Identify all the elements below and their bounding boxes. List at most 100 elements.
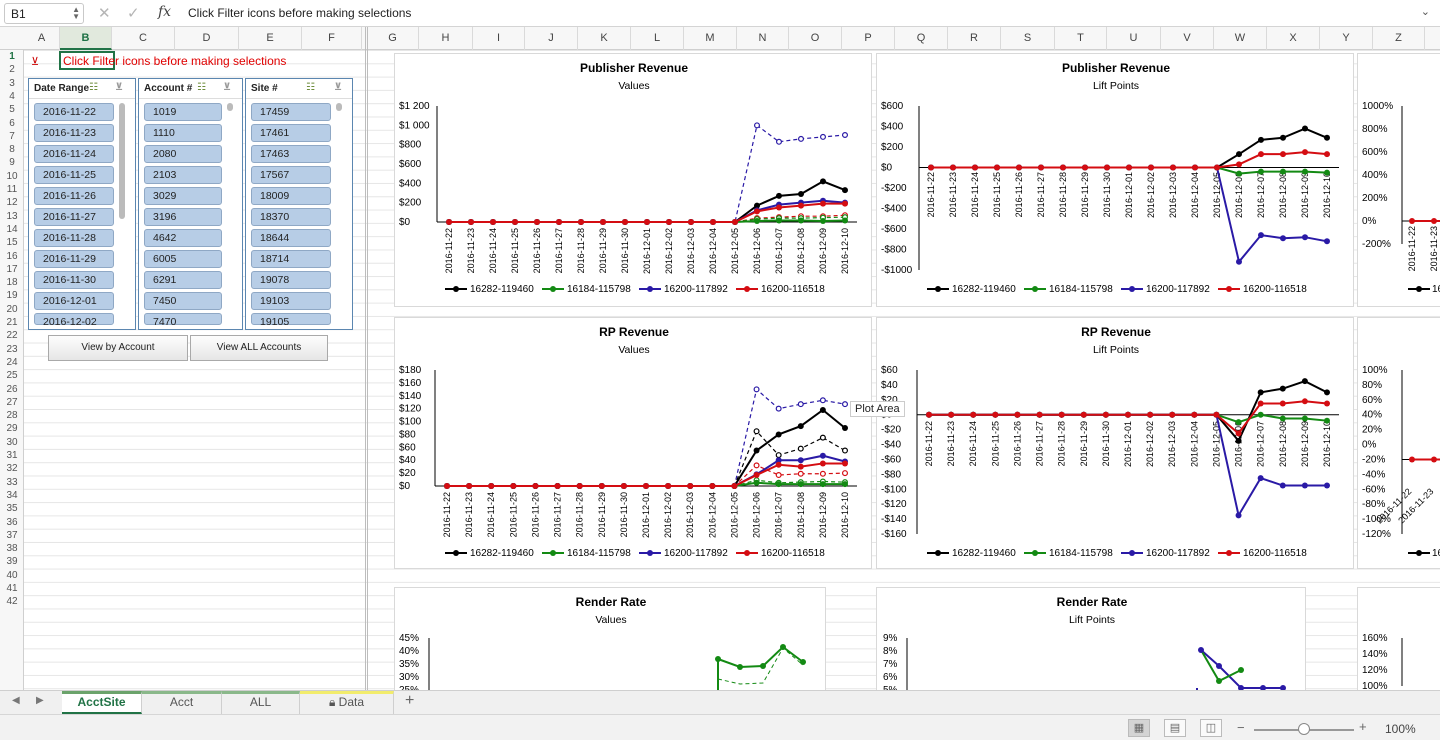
slicer-item[interactable]: 19103 [251, 292, 331, 310]
zoom-in-icon[interactable]: + [1359, 719, 1367, 734]
row-header-39[interactable]: 39 [6, 556, 18, 568]
slicer-item[interactable]: 2016-11-22 [34, 103, 114, 121]
add-sheet-icon[interactable]: + [405, 692, 415, 709]
row-header-7[interactable]: 7 [9, 130, 15, 142]
next-sheet-icon[interactable]: ▶ [36, 695, 44, 706]
clear-filter-icon[interactable]: ⊻ [223, 82, 232, 93]
row-header-20[interactable]: 20 [6, 303, 18, 315]
view-by-account-button[interactable]: View by Account [48, 335, 188, 361]
column-header-i[interactable]: I [473, 27, 525, 50]
column-header-b[interactable]: B [60, 27, 112, 50]
slicer-item[interactable]: 17567 [251, 166, 331, 184]
multi-select-icon[interactable]: ☷ [89, 82, 98, 93]
chart-partial-right-c[interactable]: 160% 140% 120% 100% [1357, 587, 1440, 690]
slicer-item[interactable]: 18009 [251, 187, 331, 205]
row-header-5[interactable]: 5 [9, 104, 15, 116]
account-slicer[interactable]: Account # ☷ ⊻ 1019 1110 2080 2103 3029 3196 4642 6… [138, 78, 243, 330]
slicer-item[interactable]: 6005 [144, 250, 222, 268]
slicer-scrollbar[interactable] [227, 103, 233, 111]
row-header-35[interactable]: 35 [6, 503, 18, 515]
slicer-item[interactable]: 19078 [251, 271, 331, 289]
slicer-item[interactable]: 3029 [144, 187, 222, 205]
chart-partial-right-b[interactable]: 100% 80% 60% 40% 20% 0% -20% -40% -60% -80% -100% -… [1357, 317, 1440, 569]
slicer-scrollbar[interactable] [119, 103, 125, 219]
page-break-view-icon[interactable]: ◫ [1200, 719, 1222, 737]
row-header-19[interactable]: 19 [6, 290, 18, 302]
row-header-32[interactable]: 32 [6, 463, 18, 475]
column-header-l[interactable]: L [631, 27, 684, 50]
slicer-item[interactable]: 7450 [144, 292, 222, 310]
slicer-item[interactable]: 19105 [251, 313, 331, 328]
slicer-item[interactable]: 17459 [251, 103, 331, 121]
column-header-w[interactable]: W [1214, 27, 1267, 50]
row-header-31[interactable]: 31 [6, 450, 18, 461]
chart-render-rate-values[interactable]: Render Rate Values 45% 40% 35% 30% 25% [394, 587, 826, 690]
row-header-30[interactable]: 30 [6, 436, 18, 448]
row-header-38[interactable]: 38 [6, 543, 18, 555]
name-box[interactable]: B1 ▲ ▼ [4, 3, 84, 24]
column-header-s[interactable]: S [1001, 27, 1055, 50]
row-header-34[interactable]: 34 [6, 489, 18, 501]
column-header-h[interactable]: H [419, 27, 473, 50]
row-header-21[interactable]: 21 [6, 317, 18, 328]
slicer-item[interactable]: 2080 [144, 145, 222, 163]
row-header-42[interactable]: 42 [6, 596, 18, 608]
slicer-item[interactable]: 2016-11-27 [34, 208, 114, 226]
row-header-22[interactable]: 22 [6, 330, 18, 342]
column-header-e[interactable]: E [239, 27, 302, 50]
row-header-37[interactable]: 37 [6, 529, 18, 541]
column-header-u[interactable]: U [1107, 27, 1161, 50]
row-header-36[interactable]: 36 [6, 516, 18, 528]
row-header-15[interactable]: 15 [6, 237, 18, 249]
row-header-12[interactable]: 12 [6, 197, 18, 209]
row-header-24[interactable]: 24 [6, 356, 18, 368]
row-header-14[interactable]: 14 [6, 223, 18, 235]
slicer-item[interactable]: 2103 [144, 166, 222, 184]
slicer-item[interactable]: 17461 [251, 124, 331, 142]
slicer-item[interactable]: 2016-11-25 [34, 166, 114, 184]
row-header-8[interactable]: 8 [9, 144, 15, 156]
row-header-1[interactable]: 1 [9, 51, 15, 62]
selected-cell-b1[interactable] [59, 51, 115, 70]
slicer-item[interactable]: 1110 [144, 124, 222, 142]
row-header-9[interactable]: 9 [9, 157, 15, 169]
tab-acctsite[interactable]: AcctSite [62, 691, 142, 714]
slicer-item[interactable]: 17463 [251, 145, 331, 163]
row-header-40[interactable]: 40 [6, 569, 18, 581]
slicer-item[interactable]: 2016-12-02 [34, 313, 114, 328]
column-header-g[interactable]: G [367, 27, 419, 50]
row-header-26[interactable]: 26 [6, 383, 18, 395]
slicer-item[interactable]: 4642 [144, 229, 222, 247]
column-header-q[interactable]: Q [895, 27, 948, 50]
slicer-item[interactable]: 2016-11-24 [34, 145, 114, 163]
chart-rp-revenue-values[interactable]: RP Revenue Values $180 $160 $140 $120 $100 $80 $… [394, 317, 872, 569]
column-header-n[interactable]: N [737, 27, 789, 50]
multi-select-icon[interactable]: ☷ [306, 82, 315, 93]
updown-icon[interactable]: ▲ ▼ [72, 5, 80, 21]
column-header-x[interactable]: X [1267, 27, 1320, 50]
slicer-item[interactable]: 2016-11-26 [34, 187, 114, 205]
row-header-10[interactable]: 10 [6, 170, 18, 182]
slicer-item[interactable]: 6291 [144, 271, 222, 289]
row-header-13[interactable]: 13 [6, 210, 18, 222]
clear-filter-icon[interactable]: ⊻ [334, 82, 343, 93]
column-header-k[interactable]: K [578, 27, 631, 50]
slicer-item[interactable]: 18370 [251, 208, 331, 226]
row-header-29[interactable]: 29 [6, 423, 18, 435]
column-header-d[interactable]: D [175, 27, 239, 50]
row-header-16[interactable]: 16 [6, 250, 18, 262]
slicer-item[interactable]: 2016-11-30 [34, 271, 114, 289]
view-all-accounts-button[interactable]: View ALL Accounts [190, 335, 328, 361]
tab-data[interactable]: 🔒︎ Data [300, 691, 394, 714]
confirm-icon[interactable]: ✓ [127, 5, 140, 22]
slicer-item[interactable]: 18714 [251, 250, 331, 268]
slicer-item[interactable]: 3196 [144, 208, 222, 226]
column-header-v[interactable]: V [1161, 27, 1214, 50]
slicer-item[interactable]: 2016-12-01 [34, 292, 114, 310]
column-header-r[interactable]: R [948, 27, 1001, 50]
row-header-4[interactable]: 4 [9, 90, 15, 102]
column-header-t[interactable]: T [1055, 27, 1107, 50]
row-header-6[interactable]: 6 [9, 117, 15, 129]
